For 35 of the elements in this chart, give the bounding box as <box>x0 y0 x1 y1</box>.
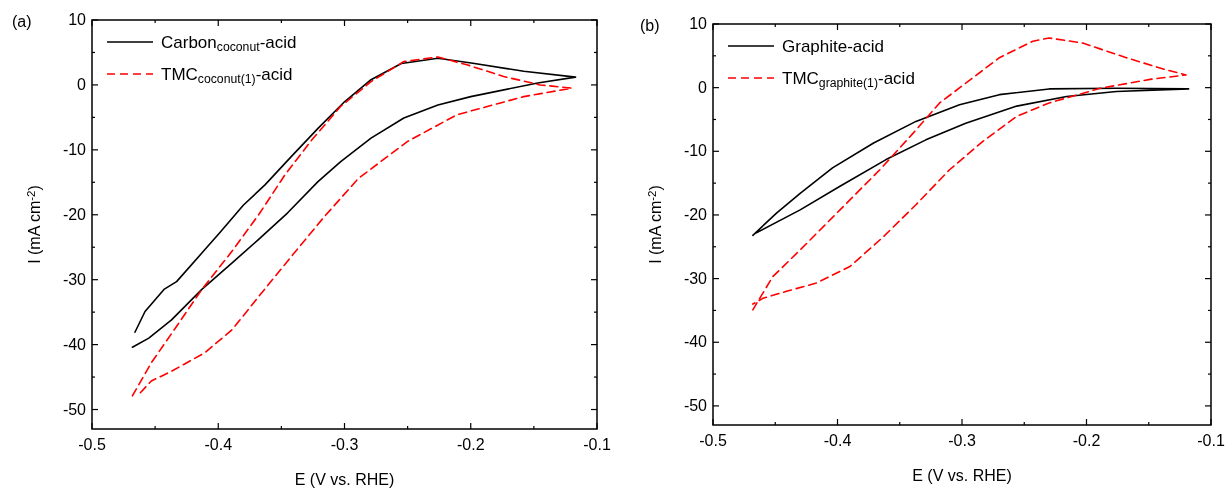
x-tick-label: -0.5 <box>699 432 727 449</box>
legend-label: Graphite-acid <box>782 37 885 56</box>
line-series <box>752 37 1187 311</box>
x-tick-label: -0.2 <box>456 436 485 453</box>
legend-label: TMC$_{coconut(1)}$-acid <box>161 65 293 86</box>
y-tick-label: 10 <box>689 15 708 32</box>
legend-label: TMC$_{graphite(1)}$-acid <box>782 69 915 90</box>
y-tick-label: 10 <box>68 11 87 28</box>
y-tick-label: -50 <box>62 400 87 418</box>
y-tick-label: 0 <box>77 75 87 93</box>
y-tick-label: -10 <box>62 140 87 158</box>
y-tick-label: -10 <box>683 142 708 160</box>
x-tick-label: -0.1 <box>1197 432 1225 449</box>
x-tick-label: -0.1 <box>583 436 611 453</box>
y-tick-label: -30 <box>62 270 87 288</box>
y-tick-label: -20 <box>62 205 87 223</box>
y-tick-label: -40 <box>683 333 708 351</box>
x-tick-label: -0.4 <box>204 436 233 453</box>
x-axis-title: E (V vs. RHE) <box>294 471 395 488</box>
x-tick-label: -0.2 <box>1072 432 1101 449</box>
x-tick-label: -0.3 <box>948 432 976 449</box>
x-tick-label: -0.4 <box>823 432 852 449</box>
line-series <box>131 57 577 348</box>
y-tick-label: -50 <box>683 396 708 414</box>
x-tick-label: -0.3 <box>330 436 359 453</box>
x-axis-title: E (V vs. RHE) <box>912 467 1012 484</box>
y-tick-label: -40 <box>62 335 87 353</box>
x-tick-label: -0.5 <box>78 436 106 453</box>
y-tick-label: -20 <box>683 205 708 223</box>
line-series <box>131 56 573 397</box>
chart-title: (a) <box>12 13 32 30</box>
y-tick-label: -30 <box>683 269 708 287</box>
legend-label: Carbon$_{coconut}$-acid <box>161 33 297 54</box>
y-tick-label: 0 <box>698 78 708 96</box>
chart-title: (b) <box>640 17 660 34</box>
